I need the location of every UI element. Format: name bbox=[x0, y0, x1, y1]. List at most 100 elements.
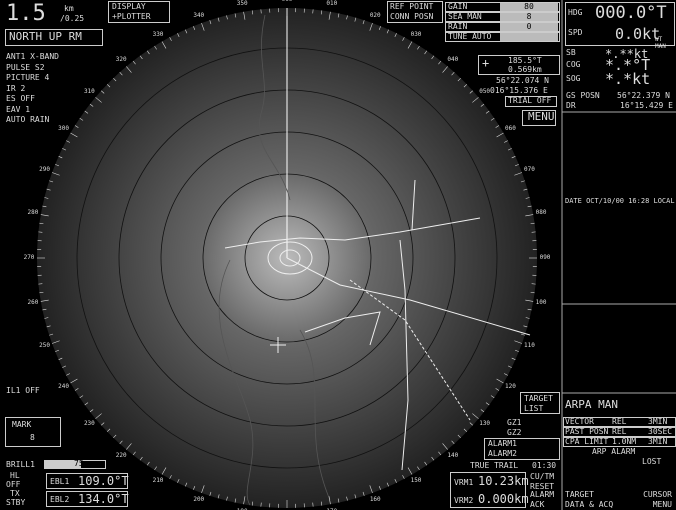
cursor-box bbox=[478, 55, 560, 75]
bearing-tick bbox=[424, 461, 428, 466]
arpa-cell: 3MIN bbox=[648, 437, 668, 446]
vrm1-value: 10.23km bbox=[478, 474, 529, 488]
control-value: 80 bbox=[500, 3, 558, 11]
bearing-tick bbox=[161, 41, 167, 49]
bearing-tick bbox=[386, 482, 389, 487]
bearing-tick bbox=[438, 60, 442, 65]
bearing-tick bbox=[66, 373, 70, 376]
arpa-cell: PAST POSN bbox=[565, 427, 609, 436]
bearing-label: 350 bbox=[236, 0, 248, 7]
hdg-label: HDG bbox=[568, 8, 583, 17]
bearing-label: 250 bbox=[39, 342, 50, 350]
ebl1: EBL1 bbox=[50, 477, 70, 486]
bearing-tick bbox=[469, 90, 473, 94]
ring-interval: /0.25 bbox=[60, 14, 85, 23]
bearing-tick bbox=[39, 222, 44, 225]
display-button[interactable] bbox=[108, 1, 170, 23]
bearing-tick bbox=[106, 84, 111, 88]
bearing-tick bbox=[146, 461, 150, 466]
bearing-label: 110 bbox=[524, 342, 535, 350]
bearing-tick bbox=[46, 325, 51, 328]
bearing-label: 300 bbox=[58, 125, 69, 132]
bearing-tick bbox=[193, 26, 196, 31]
bearing-label: 200 bbox=[193, 496, 205, 504]
reset[interactable]: CU/TM RESET bbox=[530, 472, 555, 491]
control-value bbox=[500, 33, 558, 41]
setting: ANT1 X-BAND bbox=[6, 52, 59, 61]
control-box bbox=[445, 32, 560, 42]
bearing-label: 220 bbox=[115, 451, 127, 459]
mark-button[interactable] bbox=[5, 417, 61, 447]
cursor-menu[interactable]: CURSOR MENU bbox=[643, 490, 672, 509]
bearing-tick bbox=[378, 485, 381, 490]
bearing-tick bbox=[527, 205, 532, 208]
bearing-tick bbox=[407, 467, 413, 475]
menu-button[interactable] bbox=[522, 110, 556, 126]
bearing-tick bbox=[369, 22, 373, 31]
hdg-spd-box bbox=[565, 2, 675, 46]
bearing-tick bbox=[504, 140, 508, 143]
control-name: SEA MAN bbox=[448, 12, 482, 21]
alarm-ack[interactable]: ALARM ACK bbox=[530, 490, 555, 509]
target-list-button[interactable] bbox=[520, 392, 560, 414]
bearing-tick bbox=[495, 125, 500, 128]
bearing-tick bbox=[525, 317, 530, 319]
target-data[interactable]: TARGET DATA & ACQ bbox=[565, 490, 614, 509]
bearing-tick bbox=[511, 357, 516, 360]
bearing-tick bbox=[451, 440, 455, 444]
bearing-tick bbox=[417, 466, 420, 471]
bearing-tick bbox=[337, 13, 340, 18]
setting: ES OFF bbox=[6, 94, 35, 103]
hdg: 000.0°T bbox=[595, 3, 667, 23]
bearing-label: 340 bbox=[193, 11, 205, 19]
bearing-tick bbox=[154, 466, 157, 471]
ebl2-box bbox=[46, 491, 128, 507]
bearing-label: 190 bbox=[233, 507, 251, 510]
ref-line2: CONN POSN bbox=[390, 12, 434, 21]
bearing-tick bbox=[442, 443, 448, 450]
bearing-label: 320 bbox=[115, 56, 127, 64]
bearing-tick bbox=[139, 55, 143, 60]
bearing-label: 210 bbox=[152, 477, 164, 485]
trial-button[interactable] bbox=[505, 96, 557, 107]
bearing-tick bbox=[40, 214, 49, 217]
mark-value: 8 bbox=[30, 433, 35, 442]
bearing-tick bbox=[251, 501, 254, 506]
arpa-cell: CPA LIMIT bbox=[565, 437, 609, 446]
bearing-label: 100 bbox=[535, 298, 547, 306]
bearing-tick bbox=[234, 13, 237, 18]
orientation-button[interactable] bbox=[5, 29, 103, 46]
orientation: NORTH UP RM bbox=[9, 30, 82, 43]
vrm1: VRM1 bbox=[454, 478, 474, 487]
bearing-tick bbox=[457, 77, 461, 82]
bearing-tick bbox=[463, 84, 468, 88]
control-box bbox=[445, 12, 560, 22]
bearing-tick bbox=[226, 496, 228, 501]
bearing-tick bbox=[394, 478, 397, 483]
bearing-tick bbox=[472, 413, 479, 419]
bearing-tick bbox=[457, 434, 461, 439]
spd-label: SPD bbox=[568, 28, 583, 37]
control-name: GAIN bbox=[448, 2, 468, 11]
bearing-label: 270 bbox=[23, 254, 35, 261]
bearing-tick bbox=[525, 299, 534, 302]
setting: AUTO RAIN bbox=[6, 115, 50, 124]
bearing-tick bbox=[49, 333, 54, 336]
bearing-tick bbox=[407, 41, 413, 49]
bearing-label: 010 bbox=[326, 0, 338, 7]
bearing-tick bbox=[514, 340, 523, 344]
bearing-label: 230 bbox=[83, 419, 95, 427]
ref-button[interactable] bbox=[387, 1, 443, 23]
bearing-label: 150 bbox=[410, 477, 422, 485]
bearing-tick bbox=[113, 434, 117, 439]
bearing-tick bbox=[490, 117, 495, 121]
control-value: 8 bbox=[500, 13, 558, 21]
arpa-lost: LOST bbox=[642, 457, 662, 466]
bearing-tick bbox=[217, 494, 220, 499]
bearing-label: 170 bbox=[323, 507, 341, 510]
bearing-tick bbox=[328, 11, 331, 20]
bearing-label: 130 bbox=[479, 419, 491, 427]
vrm2-value: 0.000km bbox=[478, 492, 529, 506]
bearing-tick bbox=[51, 172, 60, 176]
bearing-tick bbox=[442, 66, 448, 73]
